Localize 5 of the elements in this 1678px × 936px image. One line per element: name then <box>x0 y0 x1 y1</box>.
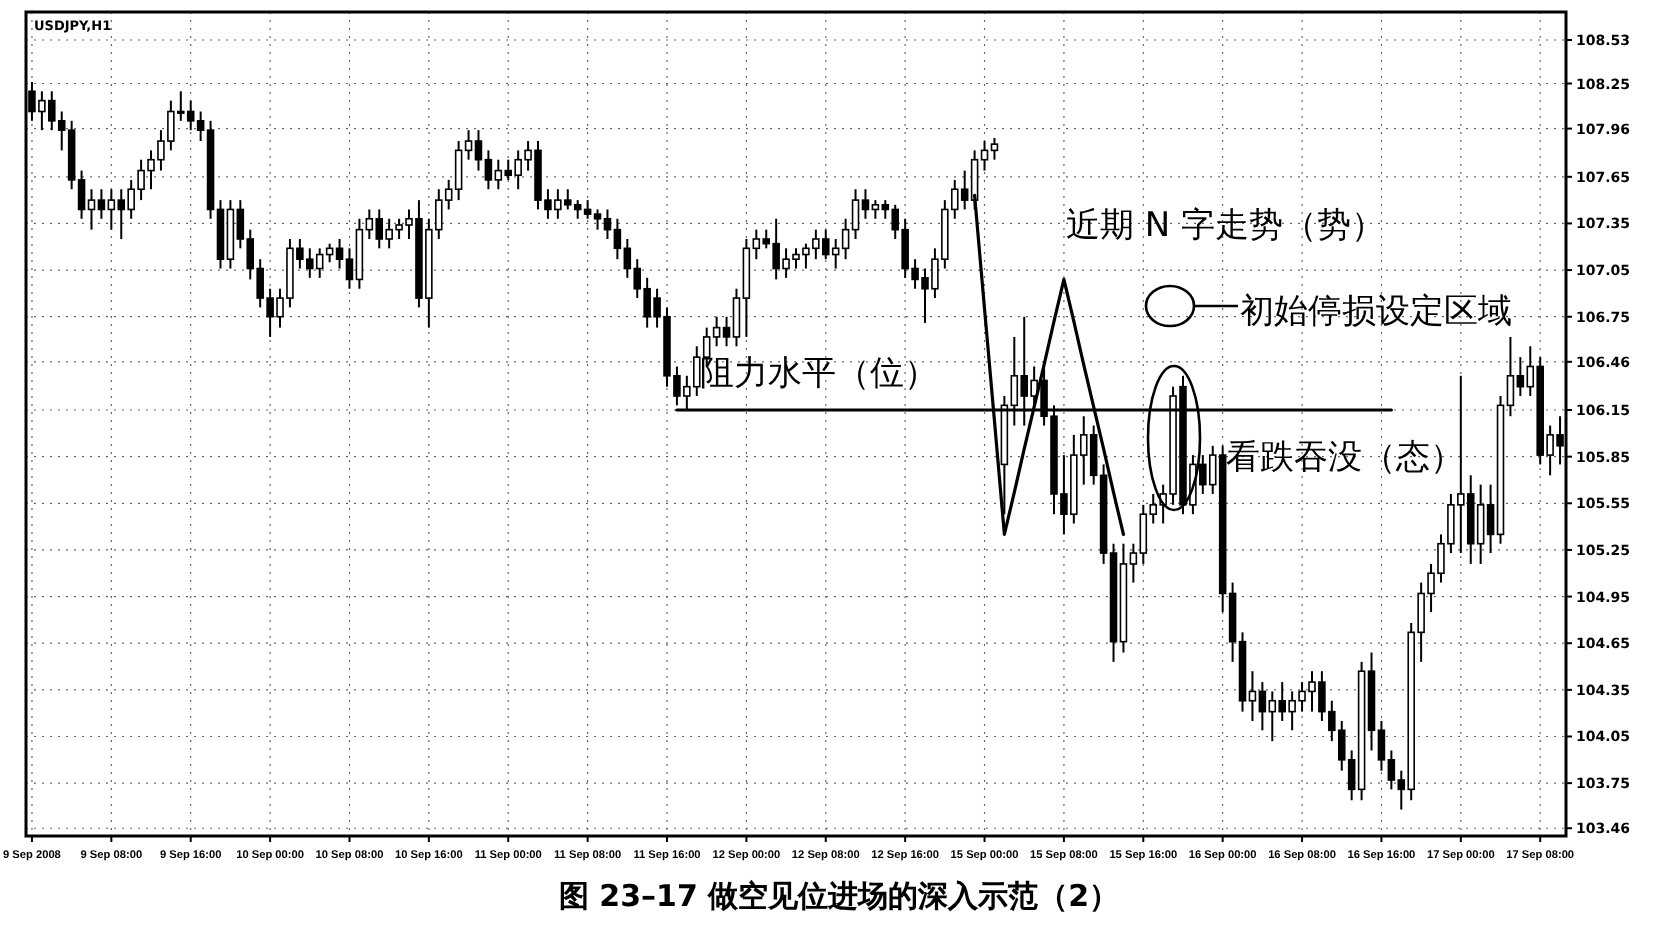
annotation: 近期 N 字走势（势） <box>1066 206 1386 246</box>
annotation: 阻力水平（位） <box>700 354 938 394</box>
annotation: 初始停损设定区域 <box>1240 292 1512 332</box>
text: 图 23–17 做空见位进场的深入示范（2） <box>558 878 1120 914</box>
annotation: 看跌吞没（态） <box>1226 438 1464 478</box>
